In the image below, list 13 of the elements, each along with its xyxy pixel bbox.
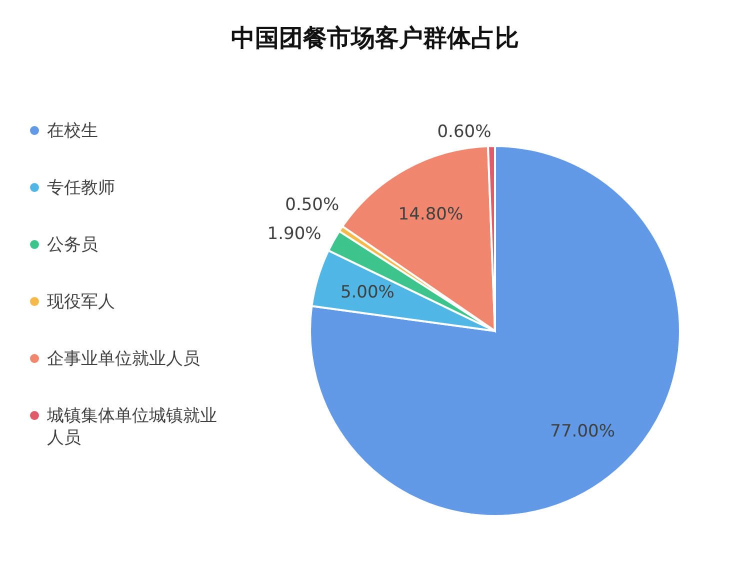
legend-label: 在校生 [47,120,98,142]
legend-label: 现役军人 [47,291,115,313]
legend-label: 城镇集体单位城镇就业人员 [47,405,218,449]
legend-label: 企事业单位就业人员 [47,348,200,370]
legend-label: 专任教师 [47,177,115,199]
chart-title: 中国团餐市场客户群体占比 [230,23,520,54]
data-label: 77.00% [550,421,616,442]
data-label: 1.90% [267,224,322,244]
legend-label: 公务员 [47,234,98,256]
data-label: 0.60% [437,122,492,142]
data-label: 14.80% [398,204,464,224]
data-label: 5.00% [340,282,394,303]
data-label: 0.50% [285,195,340,216]
